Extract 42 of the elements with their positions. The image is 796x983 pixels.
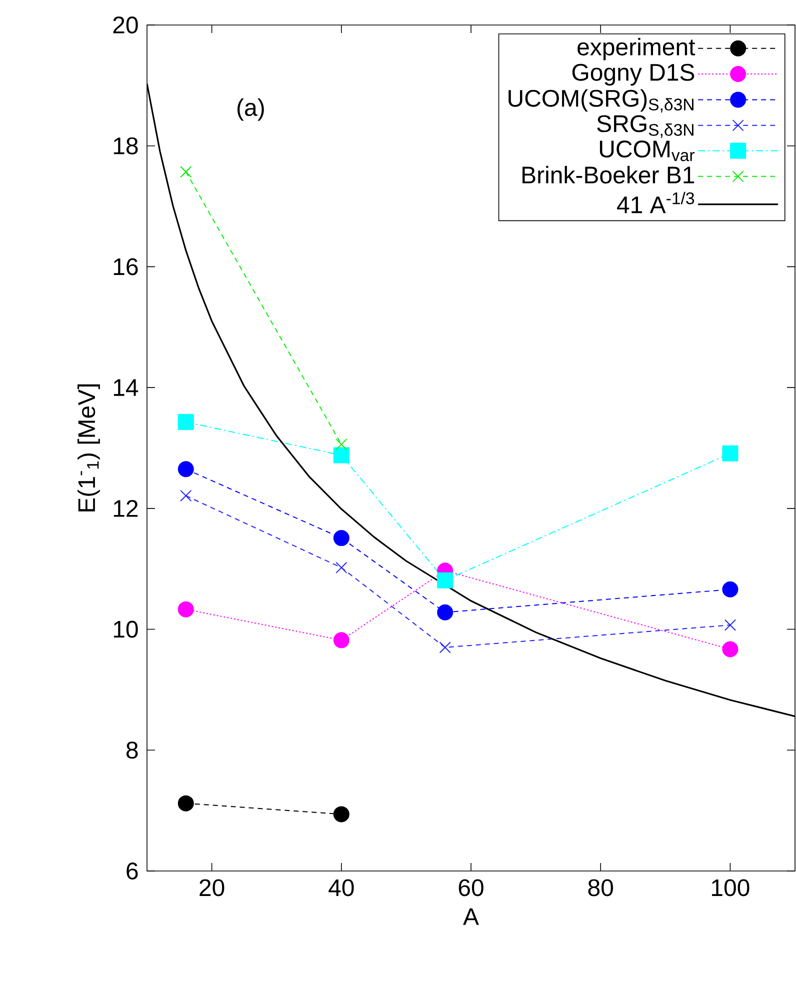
point xyxy=(336,438,348,450)
legend-label: Gogny D1S xyxy=(572,64,694,86)
y-tick-label: 6 xyxy=(126,862,138,880)
y-axis-title: E(1$^{-}$$_{1}$) [MeV] xyxy=(78,384,100,512)
point xyxy=(724,619,736,631)
y-tick-label: 18 xyxy=(114,137,138,154)
x-tick-label: 40 xyxy=(328,879,354,896)
point xyxy=(722,581,738,598)
x-tick-label: 20 xyxy=(200,879,224,896)
y-tick-label: 16 xyxy=(114,258,138,276)
y-tick-label: 10 xyxy=(114,620,138,638)
point xyxy=(333,447,350,464)
point xyxy=(178,795,194,812)
x-tick-label: 60 xyxy=(458,879,484,896)
legend-label: Brink-Boeker B1 xyxy=(522,166,694,184)
point xyxy=(180,490,192,502)
y-tick-label: 14 xyxy=(114,379,138,396)
x-axis-title: A xyxy=(463,908,479,925)
point xyxy=(180,166,192,178)
legend-label: SRG$_{S,δ3N}$ xyxy=(597,115,694,138)
point xyxy=(333,806,350,822)
point xyxy=(333,632,350,648)
point xyxy=(439,642,451,654)
point xyxy=(722,641,738,658)
legend-label: UCOM(SRG)$_{S,δ3N}$ xyxy=(508,89,694,112)
point xyxy=(437,604,454,620)
point xyxy=(178,461,194,478)
legend-label: 41 A$^{-1/3}$ xyxy=(617,192,694,214)
point xyxy=(178,414,194,430)
point xyxy=(437,572,454,588)
point xyxy=(336,562,348,574)
point xyxy=(722,445,738,462)
point xyxy=(333,530,350,546)
legend-label: experiment xyxy=(578,38,696,60)
y-tick-label: 12 xyxy=(114,500,138,517)
legend-label: UCOM$_{var}$ xyxy=(600,140,694,162)
x-tick-label: 80 xyxy=(588,879,614,896)
x-tick-label: 100 xyxy=(712,879,750,896)
point xyxy=(178,601,194,618)
y-tick-label: 8 xyxy=(126,742,138,759)
y-tick-label: 20 xyxy=(113,16,138,34)
annotation: (a) xyxy=(238,98,264,121)
